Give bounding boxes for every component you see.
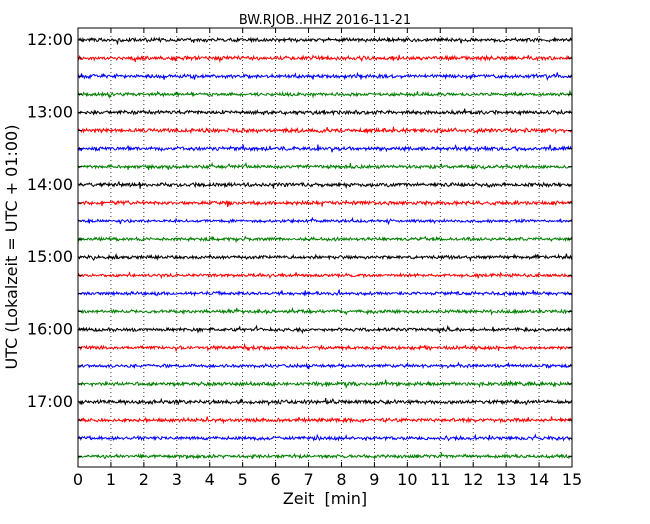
trace-1500 xyxy=(77,253,573,263)
x-tick-label-10: 10 xyxy=(397,470,417,489)
trace-1730 xyxy=(77,433,573,442)
trace-1515 xyxy=(77,271,573,280)
x-tick-label-4: 4 xyxy=(205,470,215,489)
x-tick-label-2: 2 xyxy=(139,470,149,489)
trace-1345 xyxy=(77,161,573,171)
y-axis-label: UTC (Lokalzeit = UTC + 01:00) xyxy=(2,125,21,370)
trace-1230 xyxy=(77,71,573,82)
trace-1700 xyxy=(77,397,573,407)
trace-1400 xyxy=(77,180,573,190)
y-tick-label-1600: 16:00 xyxy=(27,320,73,339)
x-tick-label-13: 13 xyxy=(496,470,516,489)
x-tick-label-6: 6 xyxy=(271,470,281,489)
x-axis-label: Zeit [min] xyxy=(283,489,367,508)
y-tick-label-1300: 13:00 xyxy=(27,102,73,121)
x-tick-label-1: 1 xyxy=(106,470,116,489)
x-tick-label-3: 3 xyxy=(172,470,182,489)
y-tick-label-1400: 14:00 xyxy=(27,175,73,194)
x-tick-label-9: 9 xyxy=(369,470,379,489)
trace-1245 xyxy=(77,89,573,99)
x-tick-label-8: 8 xyxy=(336,470,346,489)
trace-1715 xyxy=(77,416,573,425)
trace-1200 xyxy=(77,36,573,45)
x-tick-label-0: 0 xyxy=(73,470,83,489)
x-tick-label-12: 12 xyxy=(463,470,483,489)
trace-1430 xyxy=(77,216,573,225)
y-tick-label-1700: 17:00 xyxy=(27,392,73,411)
x-tick-label-14: 14 xyxy=(529,470,549,489)
y-tick-label-1500: 15:00 xyxy=(27,247,73,266)
x-tick-label-11: 11 xyxy=(430,470,450,489)
x-axis-ticks: 0 1 2 3 4 5 6 7 8 9 10 11 12 13 14 15 xyxy=(73,28,582,489)
chart-title: BW.RJOB..HHZ 2016-11-21 xyxy=(239,13,411,28)
y-axis-ticks: 12:00 13:00 14:00 15:00 16:00 17:00 xyxy=(27,30,572,457)
plot-frame xyxy=(77,27,573,468)
trace-1630 xyxy=(77,361,573,370)
trace-1615 xyxy=(77,342,573,353)
trace-1545 xyxy=(77,306,573,316)
trace-1530 xyxy=(77,289,573,297)
x-tick-label-15: 15 xyxy=(562,470,582,489)
trace-1330 xyxy=(77,143,573,153)
trace-1300 xyxy=(77,108,573,117)
x-tick-label-5: 5 xyxy=(238,470,248,489)
x-tick-label-7: 7 xyxy=(303,470,313,489)
trace-1645 xyxy=(77,379,573,390)
seismogram-traces xyxy=(77,36,573,461)
trace-1445 xyxy=(77,235,573,244)
trace-1600 xyxy=(77,324,573,335)
trace-1215 xyxy=(77,54,573,63)
trace-1745 xyxy=(77,452,573,461)
trace-1315 xyxy=(77,126,573,135)
y-tick-label-1200: 12:00 xyxy=(27,30,73,49)
trace-1415 xyxy=(77,199,573,207)
